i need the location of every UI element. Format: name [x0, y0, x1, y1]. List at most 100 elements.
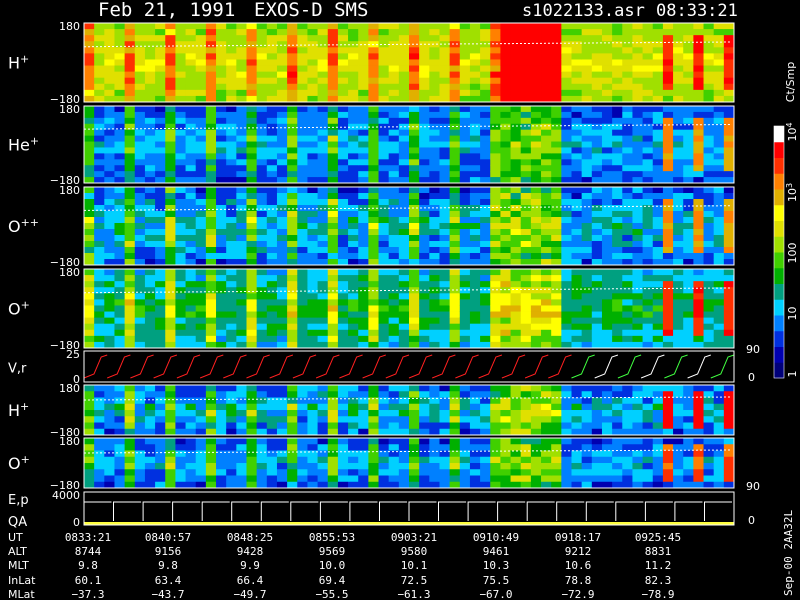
heatmap-cell	[368, 153, 379, 160]
colorbar-segment	[774, 267, 784, 284]
heatmap-cell	[419, 53, 430, 60]
heatmap-cell	[622, 95, 633, 103]
heatmap-cell	[480, 35, 491, 42]
heatmap-cell	[216, 83, 227, 91]
heatmap-cell	[429, 235, 440, 242]
heatmap-cell	[307, 444, 318, 451]
heatmap-cell	[398, 385, 410, 392]
heatmap-cell	[449, 89, 461, 97]
heatmap-cell	[409, 53, 420, 60]
heatmap-cell	[652, 199, 664, 206]
heatmap-cell	[571, 117, 583, 125]
heatmap-cell	[693, 253, 704, 260]
heatmap-cell	[226, 29, 237, 36]
heatmap-cell	[480, 475, 491, 483]
heatmap-cell	[307, 317, 318, 325]
heatmap-cell	[652, 305, 664, 312]
heatmap-cell	[723, 229, 735, 236]
heatmap-cell	[469, 475, 481, 483]
colorbar-segment	[774, 330, 784, 347]
heatmap-cell	[297, 456, 308, 464]
heatmap-cell	[591, 241, 603, 248]
heatmap-cell	[571, 456, 583, 464]
heatmap-cell	[530, 199, 542, 206]
heatmap-cell	[419, 410, 430, 417]
heatmap-cell	[541, 335, 552, 343]
heatmap-cell	[713, 428, 725, 436]
heatmap-cell	[84, 305, 95, 312]
heatmap-cell	[226, 223, 237, 230]
heatmap-cell	[551, 153, 562, 160]
heatmap-cell	[84, 83, 95, 91]
heatmap-cell	[469, 205, 481, 212]
y-tick-bottom: −180	[50, 174, 80, 187]
heatmap-cell	[480, 329, 491, 337]
heatmap-cell	[510, 311, 522, 319]
heatmap-cell	[236, 385, 247, 392]
heatmap-cell	[368, 23, 379, 30]
heatmap-cell	[236, 106, 247, 113]
heatmap-cell	[510, 59, 522, 66]
heatmap-cell	[683, 444, 694, 451]
heatmap-cell	[652, 403, 664, 411]
heatmap-cell	[490, 456, 501, 464]
heatmap-cell	[571, 223, 583, 230]
heatmap-cell	[642, 269, 654, 276]
heatmap-cell	[124, 83, 136, 91]
heatmap-cell	[266, 95, 278, 103]
heatmap-cell	[723, 391, 735, 398]
heatmap-cell	[612, 293, 623, 300]
heatmap-cell	[175, 410, 186, 417]
heatmap-cell	[226, 199, 237, 206]
heatmap-cell	[195, 397, 207, 405]
heatmap-cell	[195, 223, 207, 230]
heatmap-cell	[327, 329, 339, 337]
heatmap-cell	[642, 247, 654, 254]
heatmap-cell	[175, 77, 186, 85]
heatmap-cell	[205, 403, 217, 411]
heatmap-cell	[703, 141, 715, 148]
heatmap-cell	[510, 187, 522, 194]
heatmap-cell	[530, 165, 542, 172]
heatmap-cell	[673, 385, 684, 392]
heatmap-cell	[398, 111, 410, 119]
heatmap-cell	[713, 41, 725, 48]
heatmap-cell	[520, 65, 532, 73]
heatmap-cell	[155, 83, 166, 91]
heatmap-cell	[236, 444, 247, 451]
heatmap-cell	[287, 123, 298, 131]
heatmap-cell	[693, 147, 704, 154]
heatmap-cell	[175, 481, 186, 489]
heatmap-cell	[429, 35, 440, 42]
heatmap-cell	[642, 123, 654, 131]
heatmap-cell	[165, 199, 176, 206]
heatmap-cell	[693, 416, 704, 423]
heatmap-cell	[622, 159, 633, 166]
heatmap-cell	[490, 299, 501, 306]
heatmap-cell	[419, 29, 430, 36]
heatmap-cell	[185, 444, 197, 451]
heatmap-cell	[703, 293, 715, 300]
heatmap-cell	[104, 456, 115, 464]
heatmap-cell	[104, 341, 115, 349]
heatmap-cell	[327, 259, 339, 266]
heatmap-cell	[551, 422, 562, 430]
heatmap-cell	[601, 235, 613, 242]
heatmap-cell	[469, 259, 481, 266]
heatmap-cell	[337, 241, 349, 248]
heatmap-cell	[195, 450, 207, 458]
heatmap-cell	[409, 438, 420, 445]
heatmap-cell	[144, 293, 156, 300]
heatmap-cell	[673, 199, 684, 206]
heatmap-cell	[327, 305, 339, 312]
heatmap-cell	[490, 95, 501, 103]
heatmap-cell	[358, 317, 369, 325]
heatmap-cell	[581, 23, 593, 30]
heatmap-cell	[287, 391, 298, 398]
heatmap-cell	[307, 323, 318, 331]
heatmap-cell	[439, 275, 451, 282]
heatmap-cell	[713, 247, 725, 254]
heatmap-cell	[439, 111, 451, 119]
heatmap-cell	[256, 463, 268, 470]
heatmap-cell	[134, 106, 146, 113]
